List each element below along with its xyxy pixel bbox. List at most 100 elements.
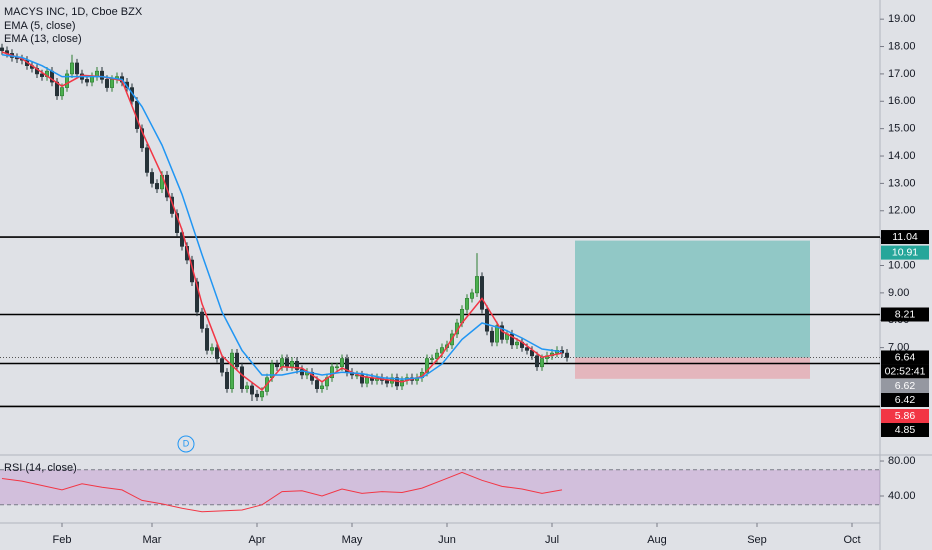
candle-body — [534, 355, 539, 368]
candle-body — [110, 79, 115, 88]
y-tick-label: 9.00 — [888, 287, 909, 299]
candle-body — [494, 325, 499, 343]
price-label-bg — [881, 364, 929, 379]
ema-line — [1, 53, 563, 380]
x-tick-label: Mar — [143, 534, 162, 546]
price-label-bg — [881, 379, 929, 393]
candle-body — [464, 298, 469, 310]
y-tick-label: 15.00 — [888, 123, 916, 135]
candle-body — [205, 328, 210, 351]
stop-zone — [575, 357, 810, 379]
candle-body — [289, 361, 294, 368]
candle-body — [359, 374, 364, 384]
candle-body — [259, 391, 264, 398]
candle-body — [564, 352, 569, 358]
price-label-bg — [881, 230, 929, 245]
candle-body — [225, 371, 230, 389]
candle-body — [329, 366, 334, 379]
candle-body — [240, 366, 245, 389]
x-tick-label: Apr — [248, 534, 265, 546]
y-tick-label: 14.00 — [888, 150, 916, 162]
candle-body — [399, 380, 404, 387]
x-tick-label: Jun — [438, 534, 456, 546]
candle-body — [364, 377, 369, 384]
rsi-y-tick-label: 80.00 — [888, 455, 916, 467]
candle-body — [250, 385, 255, 395]
price-label: 11.04 — [892, 231, 918, 243]
candle-body — [175, 213, 180, 233]
candle-body — [105, 79, 110, 88]
candle-body — [150, 172, 155, 184]
x-tick-label: May — [342, 534, 363, 546]
y-tick-label: 19.00 — [888, 13, 916, 25]
candle-body — [59, 87, 64, 97]
candle-body — [245, 385, 250, 389]
candle-body — [514, 341, 519, 346]
candle-body — [230, 352, 235, 389]
legend-entry: EMA (13, close) — [4, 33, 82, 45]
y-tick-label: 16.00 — [888, 95, 916, 107]
price-label: 5.86 — [895, 410, 916, 422]
price-label: 6.42 — [895, 394, 916, 406]
price-label-bg — [881, 393, 929, 407]
y-tick-label: 17.00 — [888, 68, 916, 80]
candle-body — [469, 292, 474, 299]
candle-body — [274, 363, 279, 368]
candle-body — [195, 281, 200, 313]
candle-body — [255, 393, 260, 398]
rsi-line — [1, 471, 563, 513]
price-label-bg — [881, 409, 929, 423]
candle-body — [200, 311, 205, 329]
candle-body — [429, 358, 434, 360]
price-label: 10.91 — [892, 246, 918, 258]
candle-body — [474, 276, 479, 294]
candle-body — [434, 352, 439, 359]
candle-body — [314, 380, 319, 389]
price-label-bg — [881, 245, 929, 260]
dividend-label: D — [183, 438, 190, 448]
candle-body — [294, 361, 299, 370]
target-zone — [575, 240, 810, 358]
candle-body — [70, 62, 75, 75]
candle-body — [210, 347, 215, 351]
candle-body — [65, 73, 70, 88]
x-tick-label: Aug — [647, 534, 667, 546]
candle-body — [100, 70, 105, 80]
rsi-band — [0, 469, 880, 505]
candle-body — [235, 352, 240, 368]
chart-title: MACYS INC, 1D, Cboe BZX — [4, 6, 143, 18]
price-label: 6.64 — [895, 351, 916, 363]
price-label: 02:52:41 — [885, 365, 926, 377]
candle-body — [220, 358, 225, 373]
candle-body — [539, 358, 544, 368]
candle-body — [299, 369, 304, 376]
candle-body — [319, 385, 324, 389]
y-tick-label: 12.00 — [888, 205, 916, 217]
legend-entry: EMA (5, close) — [4, 20, 76, 32]
price-label: 6.62 — [895, 380, 916, 392]
candle-body — [524, 347, 529, 351]
candle-body — [439, 347, 444, 354]
x-tick-label: Jul — [545, 534, 559, 546]
candle-body — [424, 358, 429, 373]
price-label: 4.85 — [895, 424, 916, 436]
y-tick-label: 10.00 — [888, 259, 916, 271]
price-label-bg — [881, 307, 929, 322]
y-tick-label: 13.00 — [888, 177, 916, 189]
x-tick-label: Oct — [843, 534, 860, 546]
candle-body — [90, 76, 95, 83]
rsi-title: RSI (14, close) — [4, 462, 77, 474]
price-label-bg — [881, 423, 929, 437]
candle-body — [140, 128, 145, 149]
candle-body — [279, 358, 284, 368]
candle-body — [215, 347, 220, 359]
candle-body — [384, 380, 389, 384]
candle-body — [479, 276, 484, 310]
x-tick-label: Feb — [53, 534, 72, 546]
candle-body — [284, 358, 289, 368]
x-tick-label: Sep — [747, 534, 767, 546]
candle-body — [85, 79, 90, 83]
